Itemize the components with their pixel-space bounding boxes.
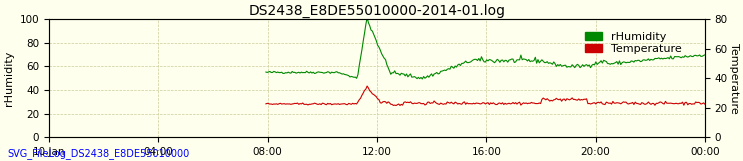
Legend: rHumidity, Temperature: rHumidity, Temperature: [581, 27, 687, 58]
Y-axis label: rHumidity: rHumidity: [4, 51, 14, 106]
Title: DS2438_E8DE55010000-2014-01.log: DS2438_E8DE55010000-2014-01.log: [248, 4, 505, 18]
Text: SVG_FileLog_DS2438_E8DE55010000: SVG_FileLog_DS2438_E8DE55010000: [7, 148, 189, 159]
Y-axis label: Temperature: Temperature: [729, 43, 739, 114]
